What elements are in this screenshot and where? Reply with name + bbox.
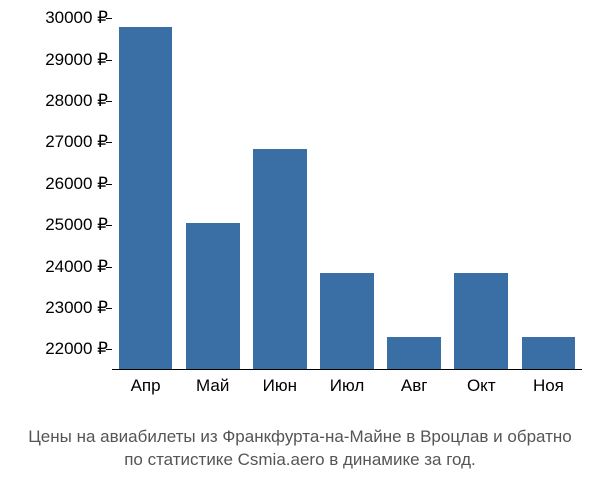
x-tick-label: Июл xyxy=(330,376,365,396)
y-tick-mark xyxy=(106,225,112,226)
x-tick-label: Июн xyxy=(263,376,297,396)
y-tick-mark xyxy=(106,267,112,268)
x-axis-line xyxy=(112,369,582,370)
y-tick-label: 25000 ₽ xyxy=(45,215,108,235)
x-tick-label: Окт xyxy=(467,376,496,396)
bar xyxy=(522,337,576,370)
y-tick-label: 28000 ₽ xyxy=(45,91,108,111)
y-tick-label: 24000 ₽ xyxy=(45,257,108,277)
x-tick-label: Ноя xyxy=(533,376,564,396)
bar xyxy=(320,273,374,370)
y-tick-label: 30000 ₽ xyxy=(45,8,108,28)
y-tick-label: 27000 ₽ xyxy=(45,132,108,152)
bar xyxy=(387,337,441,370)
bars-layer xyxy=(112,10,582,370)
bar xyxy=(454,273,508,370)
x-tick-label: Апр xyxy=(131,376,161,396)
bar xyxy=(119,27,173,370)
y-tick-label: 29000 ₽ xyxy=(45,50,108,70)
y-tick-label: 26000 ₽ xyxy=(45,174,108,194)
x-tick-label: Май xyxy=(196,376,229,396)
chart-caption: Цены на авиабилеты из Франкфурта-на-Майн… xyxy=(0,426,600,472)
x-tick-label: Авг xyxy=(401,376,428,396)
y-axis-labels: 22000 ₽ 23000 ₽ 24000 ₽ 25000 ₽ 26000 ₽ 27000… xyxy=(0,10,108,370)
price-chart: 22000 ₽ 23000 ₽ 24000 ₽ 25000 ₽ 26000 ₽ 27000… xyxy=(0,0,600,500)
plot-area xyxy=(112,10,582,370)
y-tick-label: 22000 ₽ xyxy=(45,339,108,359)
y-tick-mark xyxy=(106,349,112,350)
y-tick-mark xyxy=(106,101,112,102)
y-tick-mark xyxy=(106,18,112,19)
bar xyxy=(253,149,307,370)
y-tick-mark xyxy=(106,184,112,185)
bar xyxy=(186,223,240,370)
y-tick-mark xyxy=(106,60,112,61)
y-tick-mark xyxy=(106,308,112,309)
caption-line-2: по статистике Csmia.aero в динамике за г… xyxy=(0,449,600,472)
caption-line-1: Цены на авиабилеты из Франкфурта-на-Майн… xyxy=(0,426,600,449)
x-axis-labels: Апр Май Июн Июл Авг Окт Ноя xyxy=(112,376,582,406)
y-tick-label: 23000 ₽ xyxy=(45,298,108,318)
y-tick-mark xyxy=(106,142,112,143)
